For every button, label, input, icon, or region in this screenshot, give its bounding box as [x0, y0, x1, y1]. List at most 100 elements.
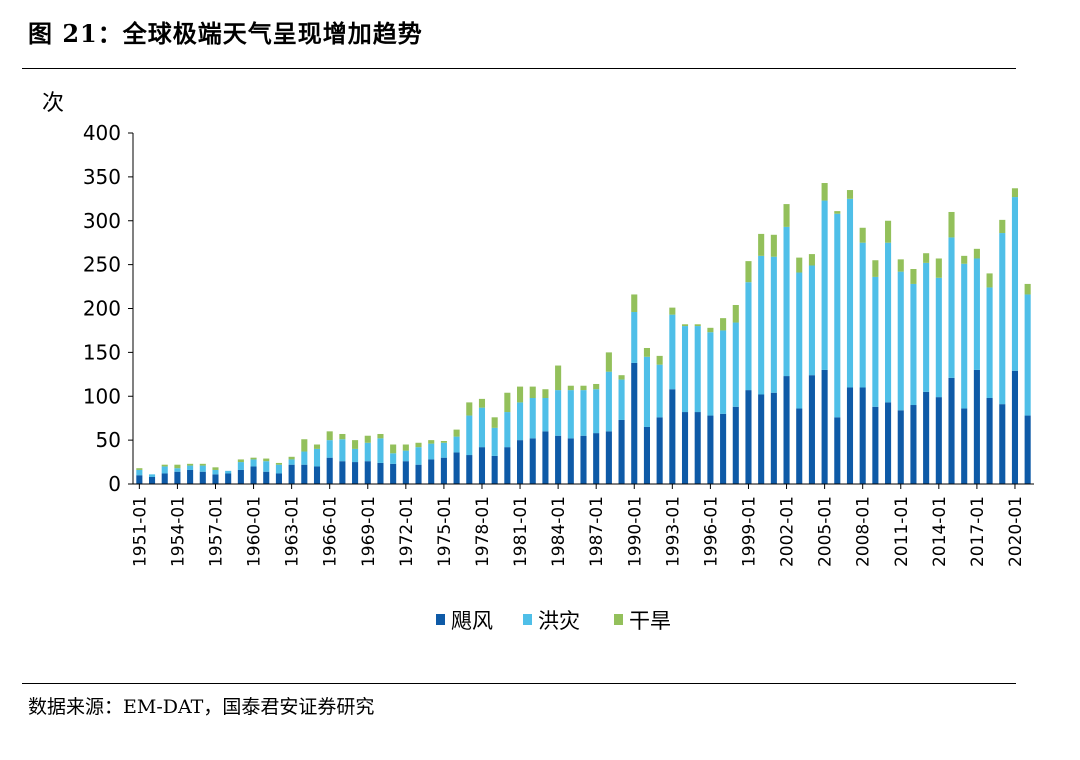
bar-segment-drought-1980 [504, 392, 511, 413]
bar-segment-typhoon-1966 [326, 457, 333, 484]
bar-segment-typhoon-1969 [364, 461, 371, 484]
bar-segment-typhoon-1992 [656, 417, 663, 484]
bar-segment-flood-1992 [656, 364, 663, 418]
bar-segment-flood-1969 [364, 442, 371, 462]
y-axis: 0 50 100 150 200 250 300 350 400 [83, 121, 134, 496]
x-tick-label: 1978-01 [473, 496, 493, 567]
bar-segment-drought-1969 [364, 435, 371, 443]
bar-segment-drought-1961 [263, 458, 270, 462]
bar-segment-drought-1964 [301, 439, 308, 452]
bar-segment-typhoon-1957 [212, 474, 219, 484]
y-tick-label: 100 [83, 384, 121, 408]
legend: 飓风 洪灾 干旱 [436, 609, 671, 633]
y-tick-label: 350 [83, 165, 121, 189]
bar-segment-typhoon-2018 [986, 398, 993, 484]
bar-segment-typhoon-1953 [161, 473, 168, 484]
bar-segment-flood-2012 [910, 283, 917, 406]
bar-segment-typhoon-1982 [529, 438, 536, 484]
bar-segment-flood-1994 [681, 326, 689, 413]
bar-segment-typhoon-1979 [491, 455, 498, 484]
x-tick-label: 1993-01 [663, 496, 683, 567]
bar-segment-flood-2015 [948, 237, 955, 378]
bar-segment-typhoon-1976 [453, 452, 460, 484]
bar-segment-drought-1957 [212, 467, 219, 470]
bar-segment-typhoon-1960 [250, 466, 257, 484]
bar-segment-flood-1953 [161, 466, 168, 474]
bar-segment-drought-1979 [491, 417, 498, 428]
bar-segment-typhoon-1965 [313, 466, 321, 484]
bar-segment-typhoon-2010 [885, 402, 892, 484]
bar-segment-typhoon-1954 [174, 471, 181, 484]
x-tick-label: 1990-01 [625, 496, 645, 567]
x-tick-label: 1999-01 [739, 496, 759, 567]
x-tick-label: 1963-01 [283, 496, 303, 567]
bar-segment-typhoon-1991 [643, 426, 650, 484]
bar-segment-drought-1996 [707, 327, 714, 333]
bar-segment-flood-1965 [313, 448, 321, 467]
bar-segment-flood-1964 [301, 451, 308, 465]
bar-segment-flood-1985 [567, 390, 574, 439]
bar-segment-drought-2002 [783, 204, 790, 227]
bar-segment-flood-2011 [897, 271, 904, 411]
bar-segment-flood-2007 [846, 198, 854, 388]
y-tick-label: 300 [83, 209, 121, 233]
bar-segment-flood-1980 [504, 412, 511, 448]
bar-segment-drought-2007 [846, 190, 854, 199]
bar-segment-typhoon-1998 [732, 406, 739, 484]
bar-segment-drought-2006 [834, 211, 841, 214]
bar-segment-flood-1962 [275, 464, 282, 474]
bar-segment-flood-1982 [529, 398, 536, 439]
x-tick-label: 1951-01 [130, 496, 150, 567]
bar-segment-typhoon-1974 [428, 459, 435, 484]
bar-segment-flood-1959 [237, 462, 244, 470]
bar-segment-drought-2018 [986, 273, 993, 288]
bar-segment-typhoon-2012 [910, 405, 917, 484]
bar-segment-drought-1960 [250, 457, 257, 460]
bar-segment-flood-2021 [1024, 294, 1031, 416]
bar-segment-typhoon-1961 [263, 471, 270, 484]
bar-segment-flood-1958 [225, 470, 232, 474]
bar-segment-flood-1973 [415, 447, 422, 465]
bar-segment-flood-1971 [390, 453, 397, 464]
bar-segment-drought-2017 [973, 248, 980, 259]
figure-title: 图 21：全球极端天气呈现增加趋势 [28, 19, 423, 48]
bar-segment-flood-1956 [199, 465, 206, 472]
bar-segment-typhoon-2004 [808, 375, 815, 484]
bar-segment-drought-1992 [656, 355, 663, 365]
bar-segment-flood-1977 [466, 415, 473, 456]
y-tick-label: 200 [83, 297, 121, 321]
x-tick-label: 1984-01 [549, 496, 569, 567]
bar-segment-drought-1954 [174, 464, 181, 469]
bar-segment-drought-1998 [732, 304, 739, 323]
x-tick-label: 2020-01 [1006, 496, 1026, 567]
x-tick-label: 1996-01 [701, 496, 721, 567]
x-tick-label: 1957-01 [206, 496, 226, 567]
bar-segment-drought-1988 [605, 352, 612, 372]
bar-segment-flood-2013 [923, 262, 930, 392]
legend-label-typhoon: 飓风 [451, 609, 493, 633]
bar-segment-flood-1975 [440, 442, 447, 458]
bar-segment-typhoon-1978 [478, 447, 486, 484]
bar-segment-flood-1986 [580, 390, 587, 436]
bar-segment-flood-1981 [517, 402, 524, 441]
bar-segment-drought-1984 [555, 365, 562, 391]
bar-segment-drought-1966 [326, 431, 333, 441]
footer-divider [22, 683, 1016, 684]
bar-segment-flood-2019 [999, 233, 1006, 405]
bar-segment-drought-2013 [923, 253, 930, 263]
bar-segment-typhoon-1983 [542, 431, 549, 484]
bar-segment-flood-2010 [885, 242, 892, 403]
bar-segment-flood-1957 [212, 469, 219, 475]
bar-segment-typhoon-1971 [390, 463, 397, 484]
bar-segment-drought-1974 [428, 440, 435, 444]
x-axis: 1951-01 1954-01 1957-01 1960-01 1963-01 1966-… [130, 483, 1034, 567]
bar-segment-typhoon-2005 [821, 369, 828, 484]
bar-segment-drought-2011 [897, 259, 904, 272]
bar-segment-typhoon-1962 [275, 473, 282, 484]
bar-segment-drought-1991 [643, 347, 650, 357]
bar-segment-drought-2015 [948, 211, 955, 238]
bar-segment-drought-2019 [999, 219, 1006, 234]
x-tick-label: 1987-01 [587, 496, 607, 567]
bar-segment-flood-2018 [986, 287, 993, 399]
x-tick-label: 2011-01 [892, 496, 912, 567]
